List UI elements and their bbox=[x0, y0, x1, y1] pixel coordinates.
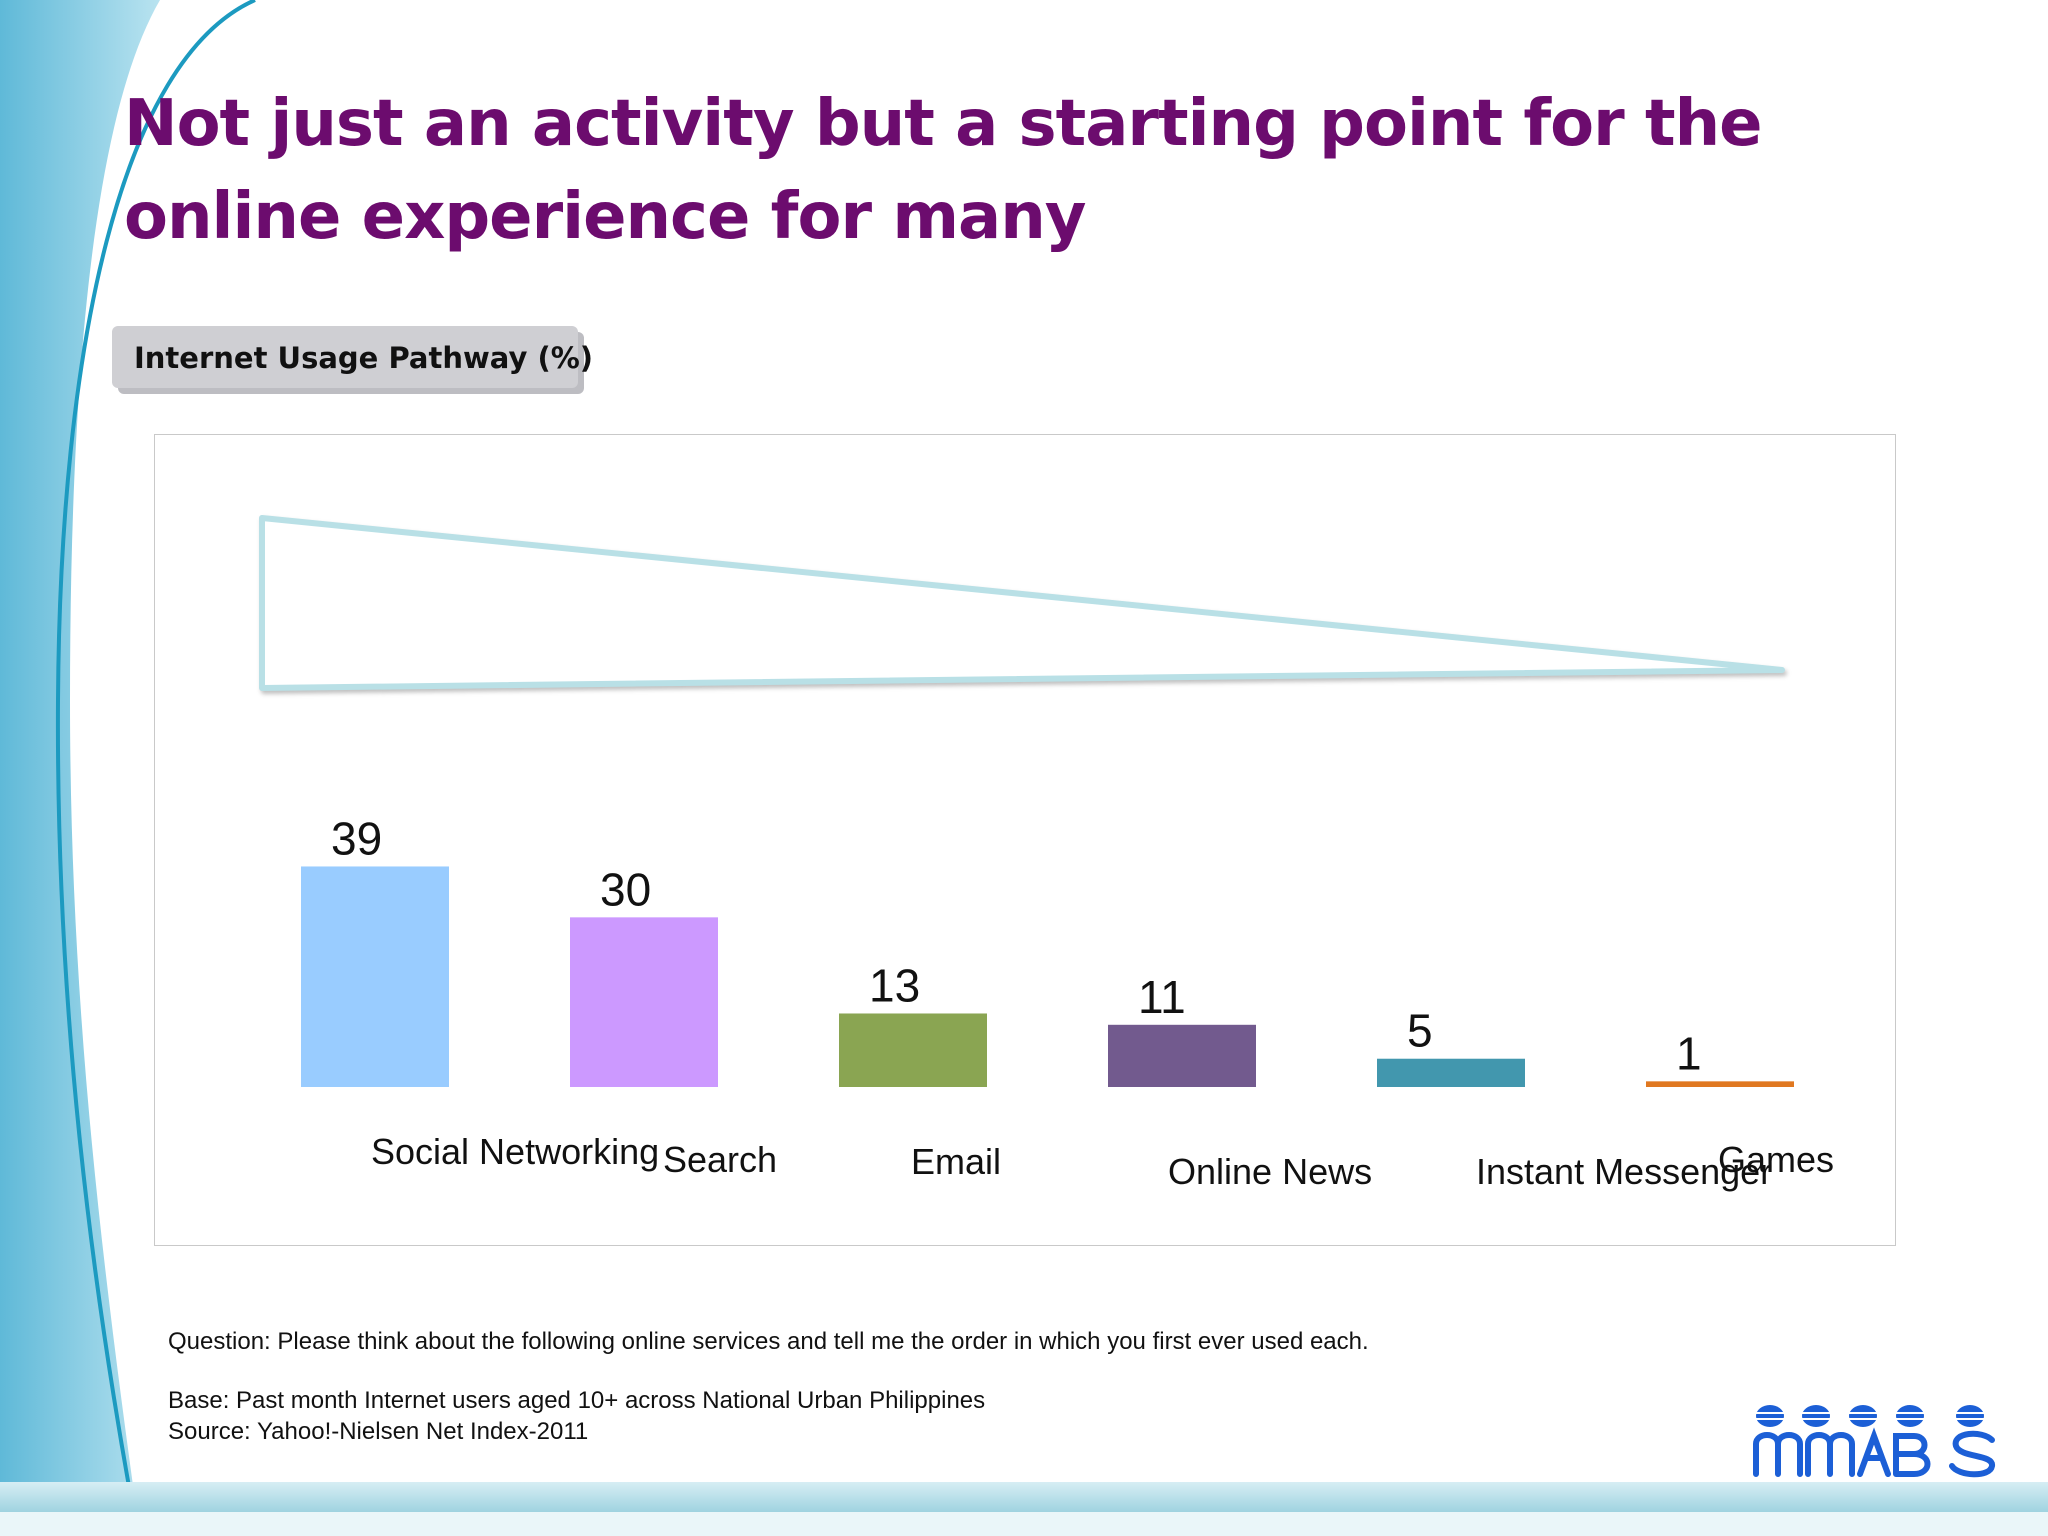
value-label: 11 bbox=[1138, 971, 1186, 1023]
source-note: Source: Yahoo!-Nielsen Net Index-2011 bbox=[168, 1418, 589, 1445]
bar-online-news bbox=[1108, 1024, 1256, 1087]
bar-email bbox=[839, 1013, 987, 1087]
value-label: 5 bbox=[1407, 1005, 1433, 1057]
bar-chart: 39 Social Networking 30 Search 13 Email 11 Onli… bbox=[259, 515, 1834, 1192]
bar-search bbox=[570, 917, 718, 1087]
mrbs-logo-icon bbox=[1752, 1405, 2000, 1478]
question-note: Question: Please think about the followi… bbox=[168, 1328, 1369, 1355]
category-label: Social Networking bbox=[371, 1131, 659, 1172]
category-label: Instant Messenger bbox=[1476, 1151, 1772, 1192]
category-label: Search bbox=[663, 1139, 777, 1180]
bar-social-networking bbox=[301, 866, 449, 1087]
bar-games bbox=[1646, 1081, 1794, 1087]
subtitle-box bbox=[112, 326, 578, 388]
category-label: Games bbox=[1718, 1139, 1834, 1180]
category-label: Online News bbox=[1168, 1151, 1372, 1192]
category-label: Email bbox=[911, 1141, 1001, 1182]
base-note: Base: Past month Internet users aged 10+… bbox=[168, 1387, 986, 1414]
value-label: 39 bbox=[331, 812, 382, 864]
value-label: 13 bbox=[869, 959, 920, 1011]
value-label: 30 bbox=[600, 863, 651, 915]
slide-title: Not just an activity but a starting poin… bbox=[124, 87, 1763, 254]
chart-subtitle: Internet Usage Pathway (%) bbox=[134, 341, 594, 375]
value-label: 1 bbox=[1676, 1027, 1702, 1079]
bar-instant-messenger bbox=[1377, 1058, 1525, 1087]
funnel-wedge bbox=[259, 515, 1785, 691]
